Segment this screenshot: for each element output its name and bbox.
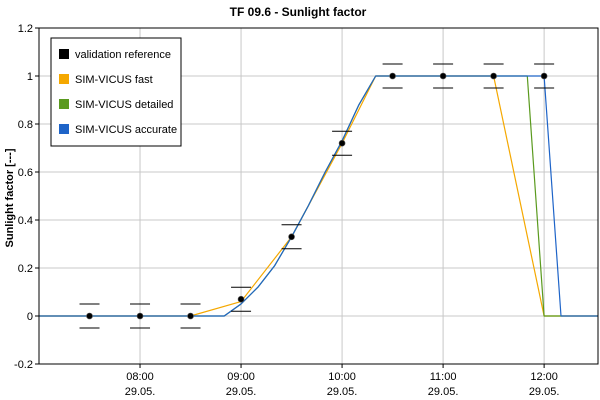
x-tick-time: 09:00 [227, 371, 255, 383]
legend: validation reference SIM-VICUS fast SIM-VI… [50, 37, 182, 147]
series-line-sim-vicus-accurate [39, 75, 598, 317]
plot-frame [38, 27, 599, 365]
reference-point [439, 72, 447, 80]
y-axis-label: Sunlight factor [---] [4, 148, 16, 247]
x-tick-time: 08:00 [126, 371, 154, 383]
chart-title: TF 09.6 - Sunlight factor [230, 5, 367, 19]
y-tick-label: -0.2 [14, 359, 33, 371]
axis-ticks: -0.2 0 0.2 0.4 0.6 0.8 1 1.2 08:00 29.05. 09:00 29.… [14, 23, 559, 398]
reference-point [136, 312, 144, 320]
y-tick-label: 0.2 [18, 263, 33, 275]
legend-swatch [59, 49, 69, 59]
reference-point [237, 295, 245, 303]
x-tick-date: 29.05. [125, 386, 156, 398]
legend-swatch [59, 124, 69, 134]
legend-label: SIM-VICUS fast [75, 74, 153, 86]
x-tick-date: 29.05. [529, 386, 560, 398]
x-tick-time: 12:00 [530, 371, 558, 383]
x-tick-time: 10:00 [328, 371, 356, 383]
y-tick-label: 0.8 [18, 119, 33, 131]
reference-point [389, 72, 396, 80]
reference-point [288, 233, 295, 241]
reference-points [79, 63, 555, 329]
legend-swatch [59, 99, 69, 109]
x-tick-date: 29.05. [327, 386, 358, 398]
y-tick-label: 1 [27, 71, 33, 83]
y-tick-label: 0 [27, 311, 33, 323]
x-tick-date: 29.05. [226, 386, 257, 398]
legend-label: SIM-VICUS detailed [75, 99, 173, 111]
legend-label: SIM-VICUS accurate [75, 124, 177, 136]
legend-label: validation reference [75, 49, 171, 61]
x-tick-time: 11:00 [430, 371, 457, 383]
y-tick-label: 0.4 [18, 215, 33, 227]
reference-point [187, 312, 194, 320]
legend-swatch [59, 74, 69, 84]
reference-point [490, 72, 497, 80]
reference-point [86, 312, 93, 320]
x-tick-date: 29.05. [428, 386, 459, 398]
reference-point [540, 72, 548, 80]
legend-box [50, 37, 182, 147]
y-tick-label: 1.2 [18, 23, 33, 35]
y-tick-label: 0.6 [18, 167, 33, 179]
reference-point [338, 139, 346, 147]
